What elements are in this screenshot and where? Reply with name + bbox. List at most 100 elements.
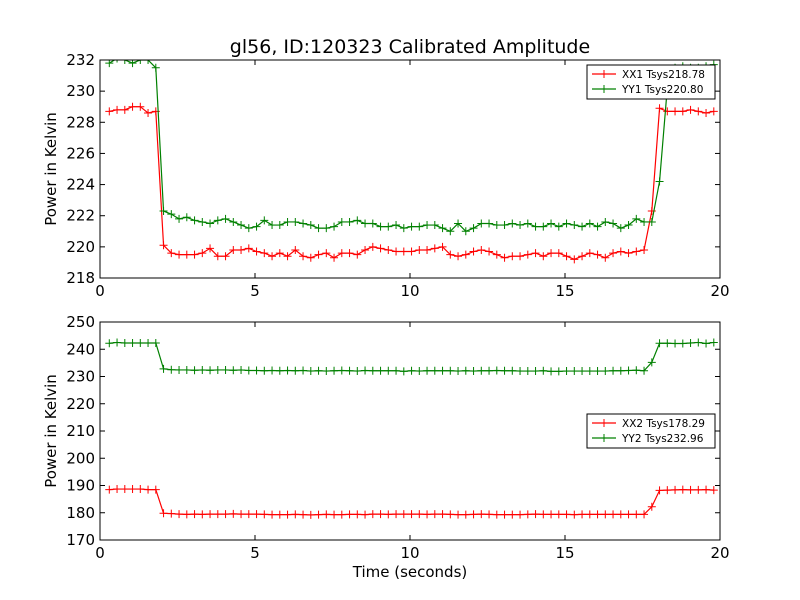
data-point	[554, 367, 563, 376]
data-point	[671, 107, 680, 116]
data-point	[469, 510, 478, 519]
data-point	[260, 249, 269, 258]
data-point	[376, 244, 385, 253]
data-point	[337, 249, 346, 258]
data-point	[477, 219, 486, 228]
data-point	[702, 108, 711, 117]
data-point	[361, 245, 370, 254]
bottom-chart: 0 5 10 15 20 170 180 190 200 210 220 230 240 250 Power…	[42, 313, 730, 581]
data-point	[694, 338, 703, 347]
data-point	[702, 339, 711, 348]
data-point	[384, 366, 393, 375]
y-axis-label: Power in Kelvin	[42, 374, 60, 488]
data-point	[500, 221, 509, 230]
data-point	[105, 339, 114, 348]
data-point	[175, 365, 184, 374]
data-point	[322, 249, 331, 258]
y-tick-label: 220	[66, 395, 95, 413]
data-point	[492, 366, 501, 375]
data-point	[136, 485, 145, 494]
data-point	[206, 244, 215, 253]
data-point	[671, 485, 680, 494]
data-point	[485, 247, 494, 256]
data-point	[330, 222, 339, 231]
data-point	[368, 242, 377, 251]
data-point	[647, 358, 656, 367]
data-point	[601, 367, 610, 376]
data-point	[268, 366, 277, 375]
data-point	[516, 510, 525, 519]
data-point	[570, 255, 579, 264]
y-tick-label: 230	[66, 368, 95, 386]
data-point	[384, 245, 393, 254]
data-point	[167, 249, 176, 258]
data-point	[229, 509, 238, 518]
data-point	[655, 104, 664, 113]
data-point	[229, 245, 238, 254]
data-point	[562, 367, 571, 376]
data-point	[128, 102, 137, 111]
data-point	[144, 60, 153, 64]
data-point	[252, 366, 261, 375]
data-point	[306, 367, 315, 376]
y-tick-label: 222	[66, 207, 95, 225]
data-point	[206, 366, 215, 375]
data-point	[345, 249, 354, 258]
data-point	[578, 252, 587, 261]
data-point	[376, 510, 385, 519]
data-point	[438, 366, 447, 375]
y-tick-label: 250	[66, 313, 95, 331]
legend: XX1 Tsys218.78 YY1 Tsys220.80	[586, 64, 716, 100]
data-point	[508, 510, 517, 519]
data-point	[159, 364, 168, 373]
data-point	[368, 366, 377, 375]
data-point	[237, 245, 246, 254]
data-point	[291, 510, 300, 519]
data-point	[399, 224, 408, 233]
series-XX1 Tsys218.78	[105, 102, 718, 264]
data-point	[624, 249, 633, 258]
data-point	[686, 485, 695, 494]
data-point	[376, 222, 385, 231]
data-point	[477, 366, 486, 375]
data-point	[438, 224, 447, 233]
data-point	[616, 247, 625, 256]
data-point	[446, 250, 455, 259]
data-point	[275, 249, 284, 258]
data-point	[609, 366, 618, 375]
data-point	[198, 249, 207, 258]
data-point	[175, 510, 184, 519]
data-point	[523, 367, 532, 376]
data-point	[430, 510, 439, 519]
data-point	[655, 339, 664, 348]
data-point	[616, 510, 625, 519]
data-point	[291, 366, 300, 375]
data-point	[198, 365, 207, 374]
legend: XX2 Tsys178.29 YY2 Tsys232.96	[586, 413, 716, 449]
data-point	[469, 247, 478, 256]
data-point	[531, 249, 540, 258]
legend-swatch-marker	[600, 70, 608, 78]
y-tick-label: 210	[66, 422, 95, 440]
data-point	[244, 366, 253, 375]
data-point	[299, 219, 308, 228]
data-point	[299, 252, 308, 261]
y-tick-label: 170	[66, 531, 95, 549]
data-point	[454, 510, 463, 519]
data-point	[182, 213, 191, 222]
data-point	[663, 486, 672, 495]
data-point	[361, 219, 370, 228]
legend-box	[586, 413, 716, 449]
data-point	[206, 510, 215, 519]
data-point	[423, 510, 432, 519]
data-point	[678, 339, 687, 348]
data-point	[523, 250, 532, 259]
legend-swatch-marker	[600, 419, 608, 427]
data-point	[454, 252, 463, 261]
data-point	[175, 214, 184, 223]
legend-swatch-marker	[600, 85, 608, 93]
data-point	[229, 366, 238, 375]
data-point	[322, 224, 331, 233]
data-point	[159, 207, 168, 216]
legend-label: XX2 Tsys178.29	[622, 418, 705, 430]
